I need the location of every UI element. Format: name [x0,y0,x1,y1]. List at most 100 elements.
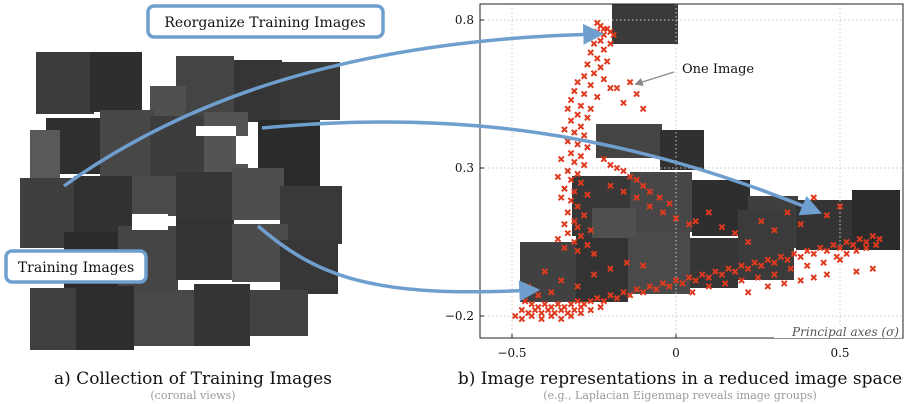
data-point [613,294,621,302]
right-caption-subtitle: (e.g., Laplacian Eigenmap reveals image … [543,389,817,402]
data-point [869,265,877,272]
data-point [626,291,634,299]
data-point [567,197,575,204]
x-axis-label: Principal axes (σ) [791,325,899,339]
data-point [584,61,591,68]
data-point [780,280,788,287]
data-point [797,220,804,228]
data-point [577,123,585,130]
data-point [744,289,752,296]
data-point [836,244,844,252]
data-point [731,268,739,275]
data-point [577,152,585,160]
data-point [705,209,713,216]
data-point [571,217,578,225]
data-point [633,194,640,201]
data-point [580,132,588,139]
data-point [656,194,663,201]
left-caption-title: a) Collection of Training Images [54,369,332,389]
data-point [738,262,745,269]
arrow-to-top-group [62,23,605,188]
data-point [787,265,795,272]
data-point [731,229,739,237]
data-point [580,161,588,169]
one-image-pointer [634,71,675,86]
data-point [593,294,601,302]
data-point [564,105,572,113]
data-point [567,149,575,157]
data-point [685,274,693,281]
data-point [836,256,844,264]
data-point [659,209,667,216]
one-image-label: One Image [682,62,754,77]
data-point [784,209,791,216]
data-point [561,220,568,228]
data-point [692,217,699,225]
data-point [511,312,519,320]
data-point [548,289,555,296]
data-point [803,247,811,255]
data-point [571,129,578,136]
data-point [639,182,647,190]
data-point [721,280,729,287]
data-point [771,271,778,278]
data-point [639,262,647,269]
data-point [784,256,791,264]
data-point [754,274,762,281]
y-tick-label: 0.8 [455,13,474,27]
data-point [557,306,565,314]
data-point [567,176,575,184]
data-point [836,203,844,210]
data-point [600,155,608,163]
data-point [538,309,545,317]
data-point [567,312,575,320]
arrow-to-bottom-group [256,224,541,302]
data-point [577,309,585,317]
data-point [593,93,601,101]
data-point [548,312,555,320]
data-point [567,96,575,104]
data-point [666,200,673,207]
data-point [853,268,860,275]
x-tick-label: 0.5 [830,346,849,360]
data-point [607,161,614,169]
data-point [633,176,640,184]
data-point [584,241,591,249]
data-point [738,277,745,284]
data-point [853,247,860,255]
data-point [600,46,608,53]
data-point [712,268,719,275]
data-point [577,232,585,240]
data-point [820,259,827,267]
data-point [574,247,581,255]
x-tick-label: 0 [672,346,680,360]
data-point [590,69,598,77]
data-point [744,238,752,246]
data-point [557,315,565,323]
data-point [564,167,572,175]
data-point [567,117,575,124]
data-point [600,75,608,83]
arrow-to-right-group [261,120,822,216]
data-point [541,268,549,275]
data-point [557,277,565,284]
data-point [590,271,598,278]
data-point [597,64,604,71]
data-point [587,306,595,314]
data-point [590,250,598,258]
data-point [613,84,621,92]
data-point [600,31,608,39]
data-point [764,283,772,290]
data-point [633,90,640,98]
data-point [564,209,572,216]
data-point [590,40,598,47]
data-point [639,105,647,113]
data-point [685,220,693,228]
data-point [698,271,706,278]
data-point [744,265,752,272]
data-point [571,188,578,195]
data-point [810,194,818,201]
data-point [810,250,818,258]
data-point [626,173,634,181]
data-point [869,232,877,240]
